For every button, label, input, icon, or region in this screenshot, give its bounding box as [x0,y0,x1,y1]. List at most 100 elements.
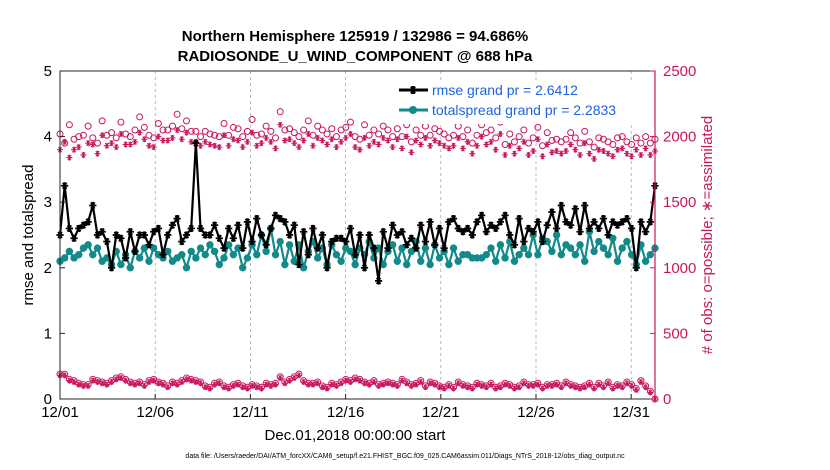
obs-possible-point [211,131,219,139]
obs-assimilated-point [445,382,452,389]
rmse-point [159,251,167,259]
obs-assimilated-point [286,136,293,143]
obs-possible-point [543,129,551,137]
obs-assimilated-point [206,385,213,392]
rmse-point [84,218,92,226]
obs-assimilated-point [352,144,359,151]
obs-possible-point [248,116,256,124]
totalspread-point [351,260,359,269]
obs-possible-point [473,131,481,139]
rmse-point [281,218,289,226]
y-tick-label-left: 1 [44,325,52,342]
totalspread-point [229,250,238,259]
obs-possible-point [515,133,523,141]
obs-possible-point [375,130,383,138]
y-tick-label-right: 500 [663,325,688,342]
obs-assimilated-point [356,146,363,153]
obs-possible-point [84,122,92,130]
obs-assimilated-point [80,151,87,158]
obs-assimilated-point [164,384,171,391]
totalspread-point [135,254,144,262]
rmse-point [365,231,373,239]
obs-assimilated-point [71,378,78,385]
obs-assimilated-point [94,378,101,385]
rmse-point [304,251,312,259]
obs-possible-point [389,133,397,141]
obs-assimilated-point [89,141,96,148]
rmse-point [454,224,462,233]
obs-assimilated-point [506,142,513,149]
rmse-point [131,247,139,255]
obs-possible-point [506,130,514,138]
obs-assimilated-point [108,378,115,385]
rmse-point [515,215,523,223]
obs-assimilated-point [464,138,471,145]
obs-possible-point [89,134,97,142]
obs-assimilated-point [85,382,92,389]
rmse-point [459,228,467,236]
rmse-point [548,208,556,216]
rmse-point [187,224,195,233]
obs-possible-point [487,126,495,134]
obs-assimilated-point [520,380,527,387]
obs-assimilated-point [146,378,153,385]
rmse-point [627,224,636,233]
obs-assimilated-point [295,372,302,379]
obs-assimilated-point [427,380,434,387]
rmse-point [585,224,594,233]
obs-possible-point [295,133,303,141]
rmse-point [145,241,153,249]
totalspread-point [613,257,622,265]
obs-assimilated-point [595,146,602,153]
obs-assimilated-point [131,381,138,388]
obs-assimilated-point [633,146,640,153]
obs-assimilated-point [146,142,153,149]
obs-assimilated-point [202,138,209,145]
legend-spread-marker [409,106,417,114]
rmse-point [449,215,458,223]
legend-spread-label: totalspread grand pr = 2.2833 [432,102,616,118]
obs-assimilated-point [530,148,537,155]
x-tick-label: 12/01 [41,404,79,421]
obs-possible-point [257,130,265,138]
obs-assimilated-point [619,145,626,152]
rmse-point [646,218,654,226]
totalspread-point [393,257,402,265]
obs-assimilated-point [366,381,373,388]
obs-assimilated-point [572,146,579,153]
obs-assimilated-point [647,151,654,158]
rmse-point [599,215,608,223]
rmse-point [295,260,303,269]
obs-assimilated-point [220,384,227,391]
x-tick-label: 12/06 [136,404,174,421]
obs-assimilated-point [450,385,457,392]
obs-assimilated-point [497,384,504,391]
obs-possible-point [140,123,148,131]
obs-possible-point [262,122,270,130]
rmse-point [524,224,533,233]
obs-possible-point [426,131,434,139]
obs-possible-point [173,110,181,118]
x-tick-label: 12/11 [232,404,268,421]
obs-assimilated-point [295,144,302,151]
obs-assimilated-point [319,384,326,391]
obs-assimilated-point [131,138,138,145]
obs-assimilated-point [263,134,270,141]
totalspread-point [454,257,462,265]
obs-assimilated-point [342,377,349,384]
rmse-point [501,211,509,219]
obs-possible-point [562,135,570,143]
totalspread-point [623,237,631,246]
obs-assimilated-point [160,381,167,388]
obs-possible-point [585,138,593,146]
obs-assimilated-point [408,149,415,156]
chart-title-line2: RADIOSONDE_U_WIND_COMPONENT @ 688 hPa [178,48,533,65]
totalspread-point [210,247,219,256]
obs-assimilated-point [619,384,626,391]
obs-assimilated-point [534,381,541,388]
obs-possible-point [529,134,537,142]
obs-assimilated-point [389,144,396,151]
obs-assimilated-point [605,150,612,157]
obs-possible-point [290,129,298,137]
